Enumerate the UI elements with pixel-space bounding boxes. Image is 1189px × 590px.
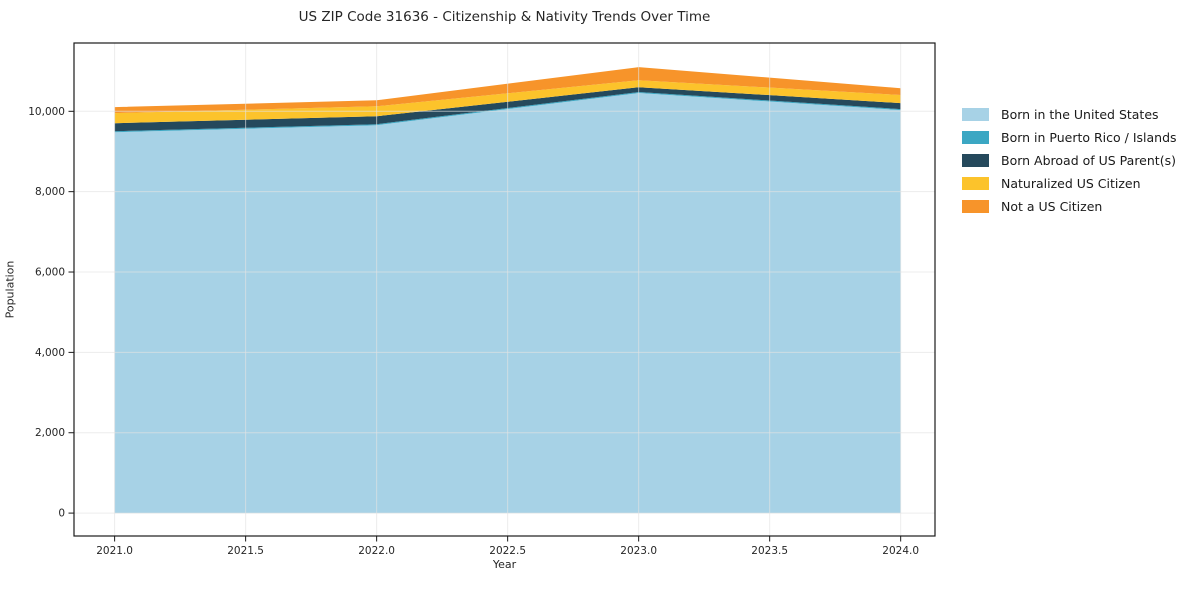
legend-swatch-icon: [962, 131, 989, 144]
y-tick-label: 6,000: [35, 267, 65, 279]
legend-item: Naturalized US Citizen: [962, 172, 1177, 195]
x-tick-label: 2023.5: [751, 545, 788, 557]
legend-swatch-icon: [962, 154, 989, 167]
plot-frame: [73, 42, 936, 537]
y-tick-label: 0: [58, 508, 65, 520]
legend-item: Not a US Citizen: [962, 195, 1177, 218]
legend-label: Born Abroad of US Parent(s): [1001, 153, 1176, 168]
x-tick-label: 2023.0: [620, 545, 657, 557]
y-tick-label: 4,000: [35, 347, 65, 359]
y-axis-title: Population: [3, 260, 17, 319]
y-tick-label: 2,000: [35, 427, 65, 439]
legend-item: Born in the United States: [962, 103, 1177, 126]
legend-label: Born in Puerto Rico / Islands: [1001, 130, 1177, 145]
legend-swatch-icon: [962, 108, 989, 121]
legend-label: Naturalized US Citizen: [1001, 176, 1141, 191]
legend-item: Born in Puerto Rico / Islands: [962, 126, 1177, 149]
x-tick-label: 2021.0: [96, 545, 133, 557]
x-tick-label: 2022.0: [358, 545, 395, 557]
legend-label: Not a US Citizen: [1001, 199, 1103, 214]
legend-swatch-icon: [962, 177, 989, 190]
x-tick-label: 2022.5: [489, 545, 526, 557]
legend: Born in the United States Born in Puerto …: [962, 103, 1177, 218]
legend-item: Born Abroad of US Parent(s): [962, 149, 1177, 172]
area-layer-2: [114, 87, 901, 132]
x-axis-title: Year: [492, 558, 517, 571]
x-tick-label: 2024.0: [882, 545, 919, 557]
legend-label: Born in the United States: [1001, 107, 1159, 122]
x-tick-label: 2021.5: [227, 545, 264, 557]
y-tick-label: 8,000: [35, 186, 65, 198]
legend-swatch-icon: [962, 200, 989, 213]
y-tick-label: 10,000: [28, 106, 65, 118]
chart-title: US ZIP Code 31636 - Citizenship & Nativi…: [298, 9, 711, 25]
